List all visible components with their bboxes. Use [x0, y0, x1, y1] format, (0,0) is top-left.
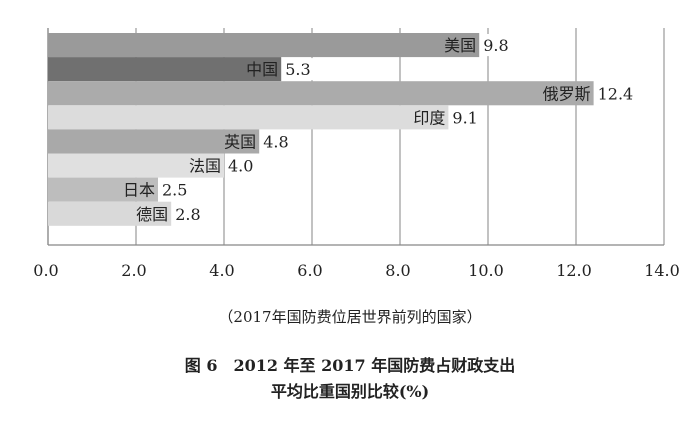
x-tick-label: 12.0	[556, 261, 592, 280]
chart-title: 图 6 2012 年至 2017 年国防费占财政支出	[184, 356, 516, 375]
value-label-background	[594, 82, 637, 105]
bar-value-label: 9.1	[452, 108, 477, 127]
x-axis-label: （2017年国防费位居世界前列的国家）	[218, 308, 482, 326]
bar-category-label: 俄罗斯	[543, 84, 591, 103]
bar	[48, 201, 172, 226]
x-tick-label: 6.0	[297, 261, 322, 280]
bar	[48, 105, 449, 130]
bar-category-label: 美国	[444, 36, 476, 55]
bar-value-label: 5.3	[285, 60, 310, 79]
bar	[48, 33, 480, 58]
x-tick-label: 14.0	[644, 261, 680, 280]
value-label-background	[282, 58, 316, 81]
bar-value-label: 12.4	[598, 84, 634, 103]
value-label-background	[159, 178, 192, 201]
bar-value-label: 4.8	[263, 132, 288, 151]
bar-value-label: 2.5	[162, 181, 187, 200]
bar	[48, 129, 260, 154]
value-label-background	[260, 130, 294, 153]
bar-category-label: 德国	[136, 205, 168, 224]
x-tick-label: 2.0	[121, 261, 146, 280]
bar-value-label: 4.0	[228, 157, 253, 176]
bar-category-label: 法国	[189, 157, 221, 176]
bar-value-label: 2.8	[175, 205, 200, 224]
bar-value-label: 9.8	[483, 36, 508, 55]
bar-category-label: 印度	[413, 108, 445, 127]
bar	[48, 81, 594, 106]
bar	[48, 177, 158, 202]
bar-category-label: 日本	[123, 181, 155, 200]
chart-title-line2: 平均比重国别比较(%)	[270, 382, 430, 401]
value-label-background	[172, 202, 206, 225]
x-tick-label: 4.0	[209, 261, 234, 280]
x-tick-label: 8.0	[385, 261, 410, 280]
value-label-background	[225, 154, 258, 177]
bar	[48, 153, 224, 178]
bar-category-label: 中国	[246, 60, 278, 79]
bar-chart-plot: 0.0 2.0 4.0 6.0 8.0 10.0 12.0 14.0 美国 9.8 中国 5.3 俄罗斯…	[33, 28, 680, 280]
x-tick-label: 10.0	[468, 261, 504, 280]
x-tick-label: 0.0	[33, 261, 58, 280]
value-label-background	[449, 106, 483, 129]
bar-category-label: 英国	[224, 132, 256, 151]
value-label-background	[480, 34, 514, 57]
bar	[48, 57, 282, 82]
